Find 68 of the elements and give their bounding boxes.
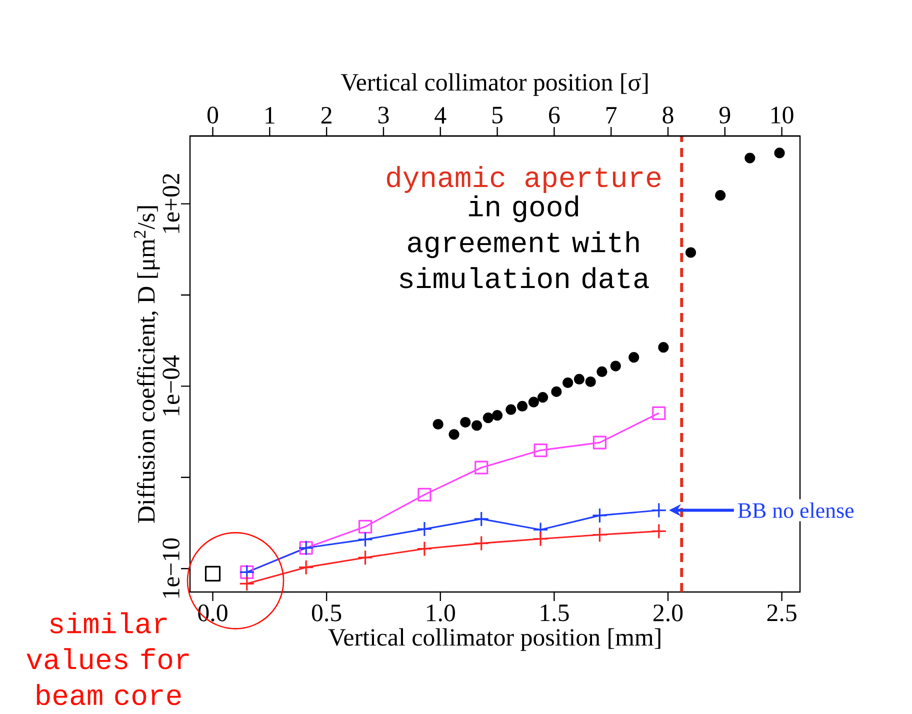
point [416, 540, 432, 557]
point [418, 488, 432, 502]
point [610, 360, 621, 372]
y-tick-label: 1e−04 [162, 355, 180, 416]
point [471, 420, 482, 431]
point [592, 526, 608, 543]
point [204, 566, 221, 582]
x-axis-title: Vertical collimator position [mm] [328, 628, 660, 651]
x2-axis-title: Vertical collimator position [σ] [340, 73, 648, 96]
point [358, 520, 372, 534]
x2-tick-label: 1 [266, 107, 274, 124]
x2-tick-label: 2 [321, 106, 332, 124]
point [460, 416, 471, 428]
point [551, 386, 562, 397]
point [592, 508, 608, 524]
point [658, 342, 669, 353]
point [532, 531, 548, 547]
annotation: in good agreement with simulation data [400, 195, 649, 288]
point [357, 532, 374, 548]
point [492, 410, 503, 421]
x2-tick-label: 3 [378, 106, 389, 124]
point [585, 376, 596, 388]
x2-tick-label: 4 [434, 107, 446, 124]
point [651, 523, 667, 540]
point [715, 190, 726, 201]
y-tick-label: 1e+02 [162, 174, 180, 233]
point [562, 377, 574, 388]
x2-tick-label: 6 [549, 106, 560, 124]
point [474, 511, 490, 527]
y-tick-label: 1e−10 [162, 538, 180, 598]
x-tick-label: 0.5 [312, 604, 342, 622]
point [744, 152, 756, 164]
point [474, 460, 488, 474]
x2-tick-label: 9 [719, 106, 730, 124]
x-tick-label: 2.0 [654, 604, 683, 622]
x2-tick-label: 8 [662, 106, 674, 124]
point [528, 396, 539, 408]
point [357, 550, 374, 566]
x-tick-label: 1.0 [427, 604, 455, 622]
point [517, 400, 528, 412]
x2-tick-label: 0 [207, 106, 218, 124]
point [448, 429, 460, 440]
point [534, 443, 548, 458]
point [574, 374, 585, 384]
point [592, 436, 607, 450]
point [432, 418, 444, 430]
point [482, 412, 494, 424]
point [652, 406, 666, 420]
point [416, 521, 432, 537]
point [774, 148, 785, 158]
point [538, 392, 548, 403]
point [596, 366, 608, 377]
point [628, 352, 640, 363]
point [685, 247, 696, 258]
point [506, 404, 516, 415]
x2-tick-label: 7 [606, 107, 617, 124]
ref-line-label: dynamic aperture [386, 166, 661, 193]
x-tick-label: 1.5 [540, 604, 569, 622]
x2-tick-label: 10 [772, 106, 794, 124]
x-tick-label: 2.5 [767, 604, 796, 622]
point [474, 536, 490, 552]
x2-tick-label: 5 [492, 106, 503, 124]
point [298, 560, 314, 576]
point [239, 576, 255, 592]
y-axis-title: Diffusion coefficient, D [μm$^{2}$/s] [134, 206, 160, 523]
legend-label: BB no elense [738, 502, 854, 518]
annotation: similar values for beam core [26, 612, 189, 706]
point [651, 502, 667, 518]
